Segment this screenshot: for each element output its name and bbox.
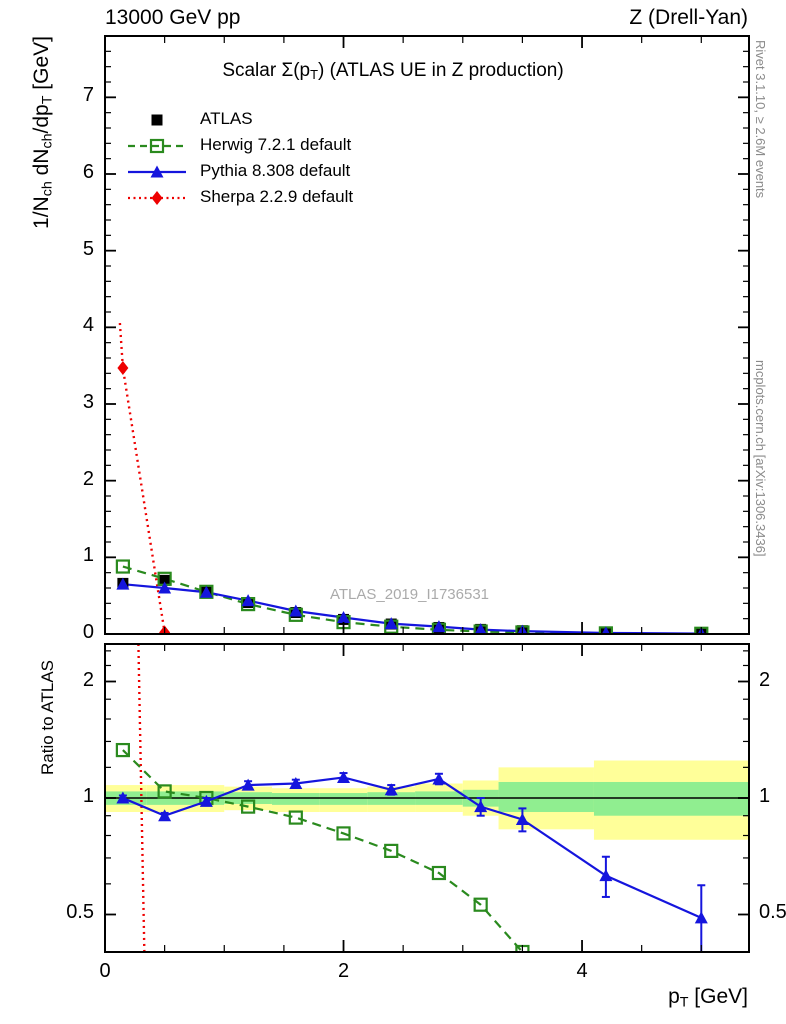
main-ytick-label: 4 bbox=[82, 314, 94, 337]
title-sub: T bbox=[310, 67, 318, 83]
main-marker-Pythia 8.308 default bbox=[432, 620, 446, 633]
main-marker-Pythia 8.308 default bbox=[199, 585, 213, 598]
main-ytick-label: 3 bbox=[82, 391, 94, 413]
ratio-marker-herwig bbox=[336, 826, 351, 841]
uncertainty-band-inner bbox=[271, 793, 320, 805]
ratio-marker-pythia bbox=[158, 809, 172, 822]
xtick-label: 2 bbox=[337, 960, 350, 982]
main-marker-Pythia 8.308 default bbox=[601, 626, 610, 634]
ratio-ytick-label: 2 bbox=[82, 668, 94, 691]
main-line-sherpa bbox=[118, 322, 166, 634]
main-ytick-label: 0 bbox=[82, 621, 94, 643]
page-title: Scalar Σ(pT) (ATLAS UE in Z production) bbox=[0, 60, 786, 82]
ratio-marker-herwig bbox=[431, 865, 447, 881]
ratio-marker-pythia bbox=[694, 911, 708, 924]
ratio-line-herwig bbox=[122, 749, 524, 952]
main-ytick-label: 5 bbox=[82, 237, 94, 260]
ratio-marker-pythia bbox=[199, 794, 213, 807]
main-marker-sherpa bbox=[117, 360, 129, 375]
x-axis-label: pT [GeV] bbox=[668, 985, 748, 1011]
uncertainty-band-inner bbox=[593, 781, 749, 816]
legend-label-3: Sherpa 2.2.9 default bbox=[200, 187, 354, 206]
xlab-p1: p bbox=[668, 985, 680, 1008]
ratio-ytick-label: 0.5 bbox=[66, 901, 94, 924]
main-ytick-label: 7 bbox=[82, 84, 94, 107]
ratio-ytick-label: 2 bbox=[759, 668, 771, 691]
header-process-label: Z (Drell-Yan) bbox=[629, 6, 748, 29]
main-ytick-label: 2 bbox=[82, 467, 94, 490]
legend-marker-3 bbox=[151, 191, 163, 205]
title-pre: Scalar Σ(p bbox=[222, 60, 311, 81]
legend-marker-2 bbox=[150, 165, 164, 178]
main-marker-Herwig 7.2.1 default bbox=[115, 559, 130, 574]
xtick-label: 4 bbox=[576, 960, 588, 982]
title-post: ) (ATLAS UE in Z production) bbox=[317, 60, 564, 81]
ratio-marker-pythia bbox=[599, 869, 613, 882]
ratio-marker-pythia bbox=[432, 772, 446, 785]
ratio-marker-pythia bbox=[515, 812, 529, 825]
uncertainty-band-inner bbox=[498, 781, 594, 813]
ratio-marker-pythia bbox=[384, 783, 398, 796]
main-marker-Pythia 8.308 default bbox=[289, 604, 303, 617]
main-marker-atlas bbox=[159, 574, 171, 586]
xtick-label: 0 bbox=[99, 960, 111, 982]
ratio-marker-herwig bbox=[384, 843, 399, 858]
main-marker-Pythia 8.308 default bbox=[158, 581, 172, 594]
legend-label-2: Pythia 8.308 default bbox=[200, 161, 351, 180]
header-beam-label: 13000 GeV pp bbox=[105, 6, 241, 29]
ratio-marker-pythia bbox=[116, 791, 130, 804]
ratio-ytick-label: 1 bbox=[82, 785, 94, 807]
ratio-marker-herwig bbox=[288, 810, 303, 825]
ratio-marker-herwig bbox=[115, 742, 130, 758]
ratio-marker-pythia bbox=[289, 777, 303, 790]
xlab-p2: [GeV] bbox=[688, 985, 748, 1008]
main-ytick-label: 1 bbox=[82, 544, 94, 567]
ratio-line-pythia bbox=[122, 776, 702, 919]
main-line-Herwig 7.2.1 default bbox=[122, 565, 702, 634]
ratio-ytick-label: 1 bbox=[759, 785, 771, 807]
main-ytick-label: 6 bbox=[82, 161, 94, 183]
uncertainty-band-inner bbox=[319, 793, 368, 805]
ratio-marker-herwig bbox=[241, 799, 256, 814]
dataset-watermark: ATLAS_2019_I1736531 bbox=[330, 586, 490, 603]
legend-marker-1 bbox=[149, 138, 165, 154]
ratio-marker-herwig bbox=[157, 784, 172, 799]
main-marker-Pythia 8.308 default bbox=[337, 611, 351, 624]
ratio-marker-pythia bbox=[474, 800, 488, 813]
ratio-marker-pythia bbox=[337, 770, 351, 783]
main-marker-Pythia 8.308 default bbox=[116, 577, 130, 590]
legend-label-0: ATLAS bbox=[200, 109, 253, 128]
legend-marker-0 bbox=[151, 114, 163, 126]
main-marker-Pythia 8.308 default bbox=[384, 617, 398, 630]
xlab-sub: T bbox=[679, 994, 689, 1011]
main-marker-Pythia 8.308 default bbox=[474, 623, 487, 634]
main-panel-frame bbox=[104, 35, 750, 635]
legend-label-1: Herwig 7.2.1 default bbox=[200, 135, 352, 154]
ratio-marker-herwig bbox=[473, 897, 488, 912]
ratio-marker-pythia bbox=[241, 778, 255, 791]
main-marker-Pythia 8.308 default bbox=[241, 594, 255, 607]
ratio-ytick-label: 0.5 bbox=[759, 901, 786, 924]
